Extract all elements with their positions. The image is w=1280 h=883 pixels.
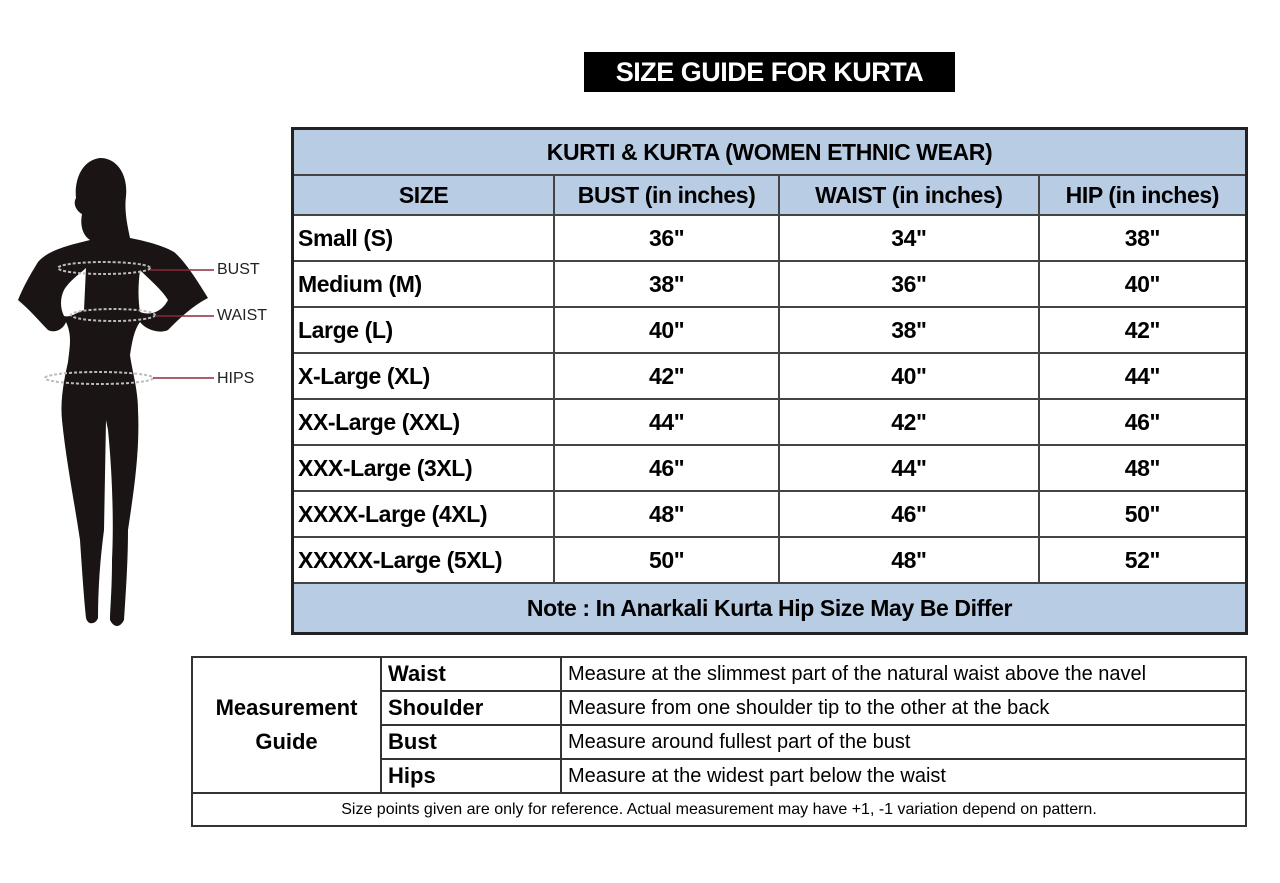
guide-part: Bust	[380, 724, 562, 760]
table-row: XX-Large (XXL) 44" 42" 46"	[291, 398, 1248, 446]
column-header-waist: WAIST (in inches)	[777, 174, 1040, 216]
size-chart-table: KURTI & KURTA (WOMEN ETHNIC WEAR) SIZE B…	[291, 127, 1248, 635]
waist-cell: 42"	[777, 398, 1040, 446]
size-cell: XXX-Large (3XL)	[291, 444, 556, 492]
column-header-hip: HIP (in inches)	[1037, 174, 1248, 216]
table-row: XXX-Large (3XL) 46" 44" 48"	[291, 444, 1248, 492]
bust-cell: 42"	[553, 352, 780, 400]
waist-cell: 44"	[777, 444, 1040, 492]
guide-part: Waist	[380, 656, 562, 692]
hip-cell: 52"	[1037, 536, 1248, 584]
size-cell: XXXX-Large (4XL)	[291, 490, 556, 538]
waist-cell: 46"	[777, 490, 1040, 538]
column-header-bust: BUST (in inches)	[553, 174, 780, 216]
table-row: XXXXX-Large (5XL) 50" 48" 52"	[291, 536, 1248, 584]
hip-cell: 44"	[1037, 352, 1248, 400]
size-cell: XXXXX-Large (5XL)	[291, 536, 556, 584]
guide-text: Measure at the slimmest part of the natu…	[560, 656, 1247, 692]
silhouette	[18, 158, 208, 626]
page-title: SIZE GUIDE FOR KURTA	[584, 52, 955, 92]
waist-cell: 48"	[777, 536, 1040, 584]
table-row: X-Large (XL) 42" 40" 44"	[291, 352, 1248, 400]
table-row: Large (L) 40" 38" 42"	[291, 306, 1248, 354]
guide-part: Hips	[380, 758, 562, 794]
waist-cell: 40"	[777, 352, 1040, 400]
guide-text: Measure from one shoulder tip to the oth…	[560, 690, 1247, 726]
bust-cell: 50"	[553, 536, 780, 584]
hip-cell: 38"	[1037, 214, 1248, 262]
size-cell: X-Large (XL)	[291, 352, 556, 400]
hip-cell: 40"	[1037, 260, 1248, 308]
table-row: Small (S) 36" 34" 38"	[291, 214, 1248, 262]
body-silhouette-figure	[18, 158, 214, 626]
measurement-guide-label: Measurement Guide	[191, 656, 382, 794]
guide-footnote: Size points given are only for reference…	[191, 792, 1247, 827]
bust-cell: 40"	[553, 306, 780, 354]
table-caption: KURTI & KURTA (WOMEN ETHNIC WEAR)	[291, 127, 1248, 176]
waist-cell: 34"	[777, 214, 1040, 262]
bust-cell: 44"	[553, 398, 780, 446]
guide-part: Shoulder	[380, 690, 562, 726]
bust-label: BUST	[217, 261, 260, 278]
hip-cell: 42"	[1037, 306, 1248, 354]
hip-cell: 46"	[1037, 398, 1248, 446]
size-cell: XX-Large (XXL)	[291, 398, 556, 446]
hips-label: HIPS	[217, 370, 255, 387]
table-row: XXXX-Large (4XL) 48" 46" 50"	[291, 490, 1248, 538]
measurement-guide-table: Measurement Guide Waist Measure at the s…	[191, 656, 1247, 827]
bust-cell: 38"	[553, 260, 780, 308]
bust-cell: 36"	[553, 214, 780, 262]
guide-text: Measure around fullest part of the bust	[560, 724, 1247, 760]
column-header-size: SIZE	[291, 174, 556, 216]
waist-cell: 36"	[777, 260, 1040, 308]
hip-cell: 50"	[1037, 490, 1248, 538]
table-row: Medium (M) 38" 36" 40"	[291, 260, 1248, 308]
waist-cell: 38"	[777, 306, 1040, 354]
size-cell: Small (S)	[291, 214, 556, 262]
bust-cell: 46"	[553, 444, 780, 492]
guide-text: Measure at the widest part below the wai…	[560, 758, 1247, 794]
bust-cell: 48"	[553, 490, 780, 538]
waist-label: WAIST	[217, 307, 268, 324]
table-note: Note : In Anarkali Kurta Hip Size May Be…	[291, 582, 1248, 635]
size-cell: Medium (M)	[291, 260, 556, 308]
hip-cell: 48"	[1037, 444, 1248, 492]
size-cell: Large (L)	[291, 306, 556, 354]
